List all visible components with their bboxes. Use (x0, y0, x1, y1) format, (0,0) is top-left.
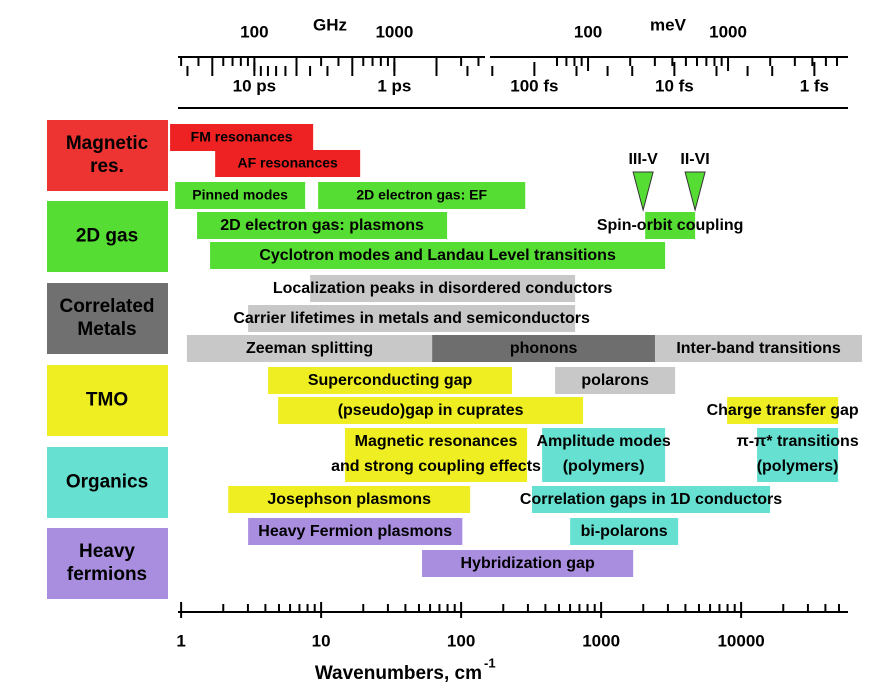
range-label: Cyclotron modes and Landau Level transit… (259, 247, 616, 264)
x-tick-label: 10 (312, 631, 331, 650)
range-label: Localization peaks in disordered conduct… (273, 280, 613, 297)
x-tick-label: 10000 (717, 631, 764, 650)
group-label: Organics (66, 472, 148, 493)
range-label: Superconducting gap (308, 372, 473, 389)
top-tick-label: 1000 (375, 22, 413, 41)
range-label: polarons (581, 372, 649, 389)
range-bar (570, 518, 679, 545)
group-label: res. (90, 156, 124, 177)
range-bar (310, 275, 576, 302)
time-tick-label: 10 ps (233, 76, 276, 95)
group-label: Metals (77, 319, 136, 340)
range-label: Pinned modes (192, 187, 288, 203)
group-label: fermions (67, 564, 147, 585)
range-label: Magnetic resonances (355, 433, 518, 450)
range-bar (175, 182, 306, 209)
top-tick-label: 100 (574, 22, 602, 41)
range-label: Josephson plasmons (267, 491, 431, 508)
range-bar (248, 305, 576, 332)
range-bar (248, 518, 463, 545)
range-bar (186, 335, 433, 362)
range-bar (197, 212, 448, 239)
group-label: Magnetic (66, 133, 149, 154)
range-label: (pseudo)gap in cuprates (338, 402, 524, 419)
group-box (47, 528, 168, 599)
range-bar (542, 428, 666, 482)
range-bar (645, 212, 696, 239)
range-bar (170, 124, 314, 151)
time-tick-label: 100 fs (510, 76, 558, 95)
range-label: AF resonances (237, 155, 338, 171)
x-axis-title: Wavenumbers, cm (315, 663, 482, 684)
range-bar (268, 367, 513, 394)
range-label: Spin-orbit coupling (597, 217, 744, 234)
range-bar (757, 428, 839, 482)
range-label: Hybridization gap (460, 555, 594, 572)
group-box (47, 201, 168, 272)
x-tick-label: 100 (447, 631, 475, 650)
group-box (47, 365, 168, 436)
range-bar (318, 182, 526, 209)
marker-label: II-VI (680, 151, 709, 168)
range-bar (532, 486, 771, 513)
range-bar (215, 150, 361, 177)
group-box (47, 120, 168, 191)
x-axis-title-sup: -1 (484, 655, 496, 670)
marker-label: III-V (628, 151, 658, 168)
range-label: Correlation gaps in 1D conductors (520, 491, 782, 508)
range-label: Carrier lifetimes in metals and semicond… (233, 310, 590, 327)
range-bar (210, 242, 666, 269)
range-bar (432, 335, 656, 362)
x-tick-label: 1000 (582, 631, 620, 650)
group-label: Correlated (59, 296, 154, 317)
range-bar (278, 397, 584, 424)
group-label: TMO (86, 390, 128, 411)
range-bar (228, 486, 471, 513)
top-tick-label: 1000 (709, 22, 747, 41)
time-tick-label: 1 fs (800, 76, 829, 95)
range-label: (polymers) (563, 458, 645, 475)
range-label: Amplitude modes (537, 433, 671, 450)
range-bar (555, 367, 676, 394)
range-label: (polymers) (757, 458, 839, 475)
top-axis-unit: GHz (313, 15, 347, 34)
range-label: and strong coupling effects (331, 458, 541, 475)
range-label: FM resonances (191, 129, 293, 145)
group-label: Heavy (79, 541, 135, 562)
group-box (47, 283, 168, 354)
range-label: π-π* transitions (736, 433, 858, 450)
range-bar (422, 550, 634, 577)
top-tick-label: 100 (240, 22, 268, 41)
range-bar (344, 428, 528, 482)
range-bar (727, 397, 839, 424)
time-tick-label: 10 fs (655, 76, 694, 95)
range-label: 2D electron gas: plasmons (220, 217, 424, 234)
group-box (47, 447, 168, 518)
marker (632, 171, 654, 212)
range-label: phonons (510, 340, 578, 357)
range-label: Heavy Fermion plasmons (258, 523, 452, 540)
x-tick-label: 1 (176, 631, 185, 650)
time-tick-label: 1 ps (377, 76, 411, 95)
range-label: Inter-band transitions (676, 340, 841, 357)
range-label: Zeeman splitting (246, 340, 373, 357)
top-axis-unit: meV (650, 15, 687, 34)
group-label: 2D gas (76, 226, 138, 247)
marker (684, 171, 706, 212)
range-label: bi-polarons (581, 523, 668, 540)
range-label: Charge transfer gap (707, 402, 859, 419)
range-label: 2D electron gas: EF (356, 187, 487, 203)
range-bar (655, 335, 862, 362)
